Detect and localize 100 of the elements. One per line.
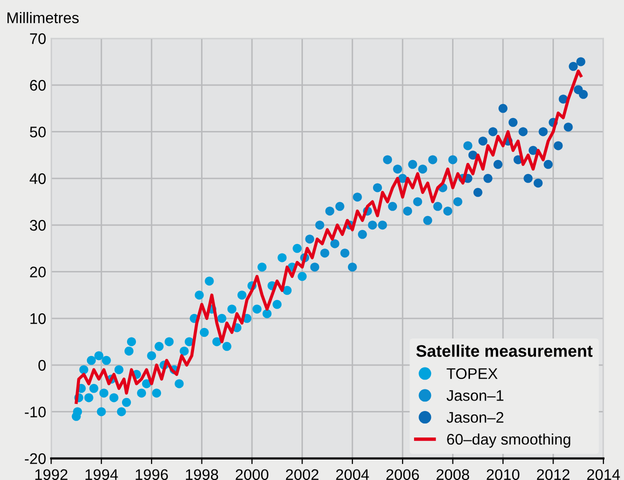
point: [330, 239, 340, 248]
y-tick-label: -10: [24, 406, 46, 418]
point: [508, 118, 518, 127]
point: [433, 202, 442, 211]
point: [272, 300, 282, 309]
y-tick-label: 30: [30, 220, 46, 231]
legend-label: TOPEX: [446, 368, 498, 380]
point: [200, 328, 209, 337]
point: [352, 192, 362, 202]
point: [180, 346, 189, 356]
point: [413, 197, 422, 206]
x-tick-label: 1996: [136, 469, 168, 480]
point: [443, 206, 452, 216]
point: [335, 202, 344, 211]
point: [358, 230, 367, 239]
point: [124, 346, 134, 356]
point: [423, 216, 432, 225]
point: [403, 206, 412, 216]
point: [152, 388, 162, 398]
point: [217, 314, 226, 323]
point: [102, 356, 111, 365]
x-tick-label: 2006: [386, 469, 419, 480]
point: [227, 304, 236, 314]
point: [86, 356, 96, 365]
point: [237, 290, 246, 300]
point: [99, 388, 108, 398]
point: [448, 155, 458, 164]
x-tick-label: 2000: [236, 469, 268, 480]
point: [473, 188, 482, 197]
point: [122, 398, 131, 407]
point: [315, 220, 324, 230]
y-tick-label: 20: [30, 266, 46, 278]
point: [292, 244, 302, 253]
point: [282, 286, 292, 295]
point: [372, 183, 382, 192]
point: [544, 160, 553, 169]
point: [388, 202, 398, 211]
legend-title: Satellite measurement: [416, 344, 593, 357]
point: [252, 304, 262, 314]
y-tick-label: 0: [38, 360, 46, 371]
x-tick-label: 2010: [486, 469, 520, 480]
point: [84, 393, 94, 402]
point: [524, 174, 533, 183]
y-tick-label: 10: [30, 313, 46, 324]
point: [393, 164, 402, 174]
point: [126, 337, 136, 346]
point: [554, 141, 563, 150]
x-tick-label: 1998: [186, 469, 218, 480]
point: [258, 262, 267, 272]
x-tick-label: 2014: [587, 469, 620, 480]
point: [298, 272, 307, 281]
y-tick-label: 70: [30, 33, 46, 44]
point: [194, 290, 204, 300]
point: [164, 337, 174, 346]
point: [212, 337, 222, 346]
y-tick-label: -20: [24, 453, 46, 464]
x-tick-label: 1992: [35, 469, 68, 480]
point: [378, 220, 388, 230]
x-tick-label: 2004: [336, 469, 369, 480]
y-tick-label: 50: [30, 126, 46, 138]
point: [368, 220, 377, 230]
point: [137, 388, 146, 398]
point: [383, 155, 392, 164]
point: [310, 262, 320, 272]
x-tick-label: 2008: [436, 469, 470, 480]
point: [493, 160, 502, 169]
point: [564, 122, 573, 132]
point: [418, 164, 428, 174]
y-axis-title: Millimetres: [7, 12, 79, 24]
point: [305, 234, 314, 244]
point: [116, 407, 126, 416]
point: [568, 62, 578, 71]
y-tick-label: 60: [30, 80, 46, 91]
legend-label: Jason–1: [446, 390, 504, 401]
point: [488, 127, 498, 136]
point: [518, 127, 528, 136]
point: [528, 146, 538, 155]
point: [204, 276, 214, 286]
point: [320, 248, 330, 258]
point: [114, 365, 124, 374]
point: [576, 57, 586, 66]
point: [109, 393, 118, 402]
legend-label: Jason–2: [446, 412, 504, 423]
point: [174, 379, 184, 388]
x-tick-label: 2002: [286, 469, 318, 480]
point: [534, 178, 543, 188]
x-tick-label: 2012: [536, 469, 570, 480]
point: [538, 127, 548, 136]
point: [468, 150, 478, 160]
y-tick-label: 40: [30, 173, 46, 184]
point: [89, 384, 98, 393]
point: [408, 160, 418, 169]
point: [348, 262, 357, 272]
point: [498, 104, 508, 113]
point: [94, 351, 104, 360]
point: [453, 197, 462, 206]
point: [79, 365, 88, 374]
point: [478, 136, 488, 146]
point: [483, 174, 492, 183]
point: [278, 253, 287, 262]
